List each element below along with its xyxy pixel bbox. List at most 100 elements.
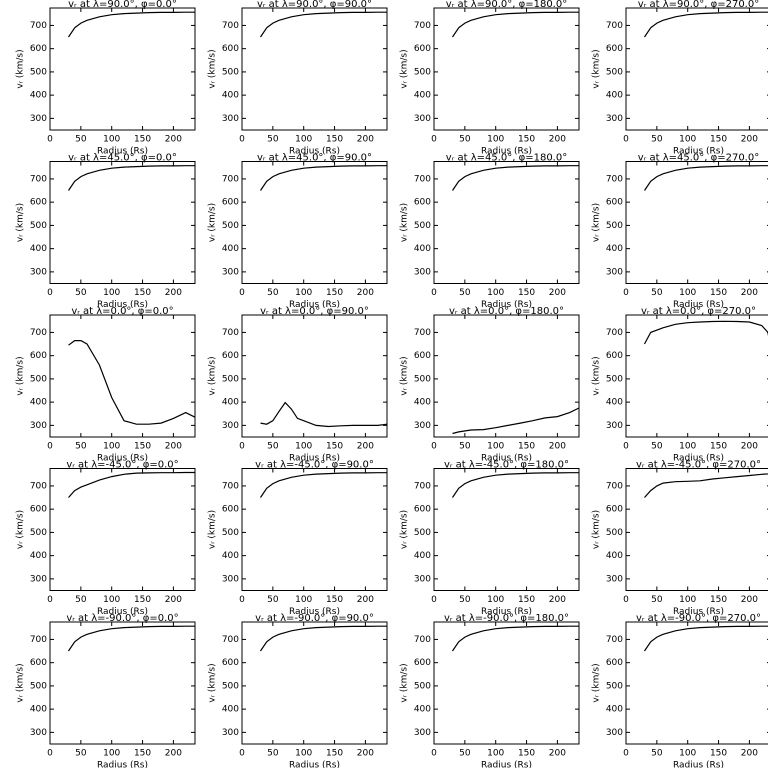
y-tick-label: 600 [30,44,47,54]
y-tick-label: 500 [222,528,239,538]
plot-frame [241,161,388,284]
x-tick-label: 150 [518,749,535,759]
x-tick-label: 50 [459,749,471,759]
y-tick-label: 700 [414,328,431,338]
y-tick-label: 500 [30,681,47,691]
y-axis-label: vᵣ (km/s) [592,356,602,395]
x-tick-label: 150 [326,288,343,298]
x-tick-label: 0 [623,749,629,759]
plot-frame [625,161,768,284]
y-axis-label: vᵣ (km/s) [208,510,218,549]
y-tick-label: 300 [606,114,623,124]
x-tick-label: 150 [518,288,535,298]
y-tick-label: 400 [222,398,239,408]
x-tick-label: 200 [357,288,374,298]
y-axis-label: vᵣ (km/s) [400,663,410,702]
data-line [644,625,768,652]
y-axis-label: vᵣ (km/s) [16,49,26,88]
x-axis-label: Radius (Rs) [289,607,340,617]
x-tick-label: 0 [47,288,53,298]
y-axis-label: vᵣ (km/s) [592,49,602,88]
x-tick-label: 150 [134,135,151,145]
y-tick-label: 400 [414,398,431,408]
data-line [452,625,579,652]
x-tick-label: 150 [326,595,343,605]
y-tick-label: 600 [414,505,431,515]
x-tick-label: 200 [549,595,566,605]
x-axis-label: Radius (Rs) [289,147,340,157]
y-axis-label: vᵣ (km/s) [400,510,410,549]
plot-frame [241,621,388,745]
data-line [452,407,580,435]
plot-frame [625,621,768,745]
plot-frame [241,468,388,591]
data-line [68,625,195,652]
x-tick-label: 100 [487,442,504,452]
x-tick-label: 0 [431,749,437,759]
y-tick-label: 300 [30,267,47,277]
y-tick-label: 600 [414,44,431,54]
y-tick-label: 700 [606,21,623,31]
y-tick-label: 700 [222,21,239,31]
y-tick-label: 500 [606,221,623,231]
y-tick-label: 300 [414,574,431,584]
x-axis-label: Radius (Rs) [97,454,148,464]
x-tick-label: 0 [239,442,245,452]
x-tick-label: 100 [679,288,696,298]
data-line [260,401,388,428]
plot-frame [433,621,580,745]
y-axis-label: vᵣ (km/s) [400,203,410,242]
x-tick-label: 50 [75,595,87,605]
chart-title: vᵣ at λ=-90.0°, φ=180.0° [444,613,569,624]
y-tick-label: 600 [30,658,47,668]
x-tick-label: 100 [487,595,504,605]
x-axis-label: Radius (Rs) [673,147,724,157]
x-tick-label: 50 [75,288,87,298]
y-axis-label: vᵣ (km/s) [592,510,602,549]
x-tick-label: 150 [134,442,151,452]
plot-frame [49,7,196,131]
x-axis-label: Radius (Rs) [481,454,532,464]
x-tick-label: 100 [679,442,696,452]
x-tick-label: 0 [47,135,53,145]
x-tick-label: 200 [165,442,182,452]
x-tick-label: 200 [357,135,374,145]
y-tick-label: 600 [606,658,623,668]
y-tick-label: 600 [222,198,239,208]
y-axis-label: vᵣ (km/s) [16,356,26,395]
y-tick-label: 700 [414,21,431,31]
x-tick-label: 50 [75,135,87,145]
y-tick-label: 500 [30,221,47,231]
x-tick-label: 200 [741,749,758,759]
y-tick-label: 400 [606,244,623,254]
x-tick-label: 150 [326,135,343,145]
x-tick-label: 150 [518,595,535,605]
plot-frame [625,314,768,438]
y-tick-label: 500 [414,67,431,77]
x-tick-label: 50 [651,749,663,759]
chart-title: vᵣ at λ=-45.0°, φ=90.0° [255,460,374,471]
chart-title: vᵣ at λ=45.0°, φ=90.0° [257,153,372,164]
y-axis-label: vᵣ (km/s) [16,510,26,549]
x-tick-label: 0 [47,595,53,605]
x-tick-label: 100 [679,135,696,145]
y-tick-label: 700 [414,174,431,184]
x-tick-label: 50 [459,135,471,145]
y-tick-label: 400 [30,551,47,561]
y-tick-label: 700 [30,328,47,338]
x-tick-label: 100 [103,442,120,452]
y-tick-label: 600 [606,505,623,515]
x-tick-label: 0 [47,442,53,452]
x-tick-label: 200 [549,288,566,298]
x-tick-label: 0 [431,135,437,145]
chart-title: vᵣ at λ=90.0°, φ=180.0° [446,0,567,10]
chart-title: vᵣ at λ=90.0°, φ=0.0° [68,0,177,10]
y-tick-label: 300 [414,114,431,124]
x-tick-label: 50 [459,288,471,298]
x-tick-label: 150 [134,749,151,759]
x-axis-label: Radius (Rs) [673,607,724,617]
x-tick-label: 150 [134,288,151,298]
chart-title: vᵣ at λ=0.0°, φ=0.0° [71,306,173,317]
x-tick-label: 200 [357,595,374,605]
y-tick-label: 500 [222,374,239,384]
